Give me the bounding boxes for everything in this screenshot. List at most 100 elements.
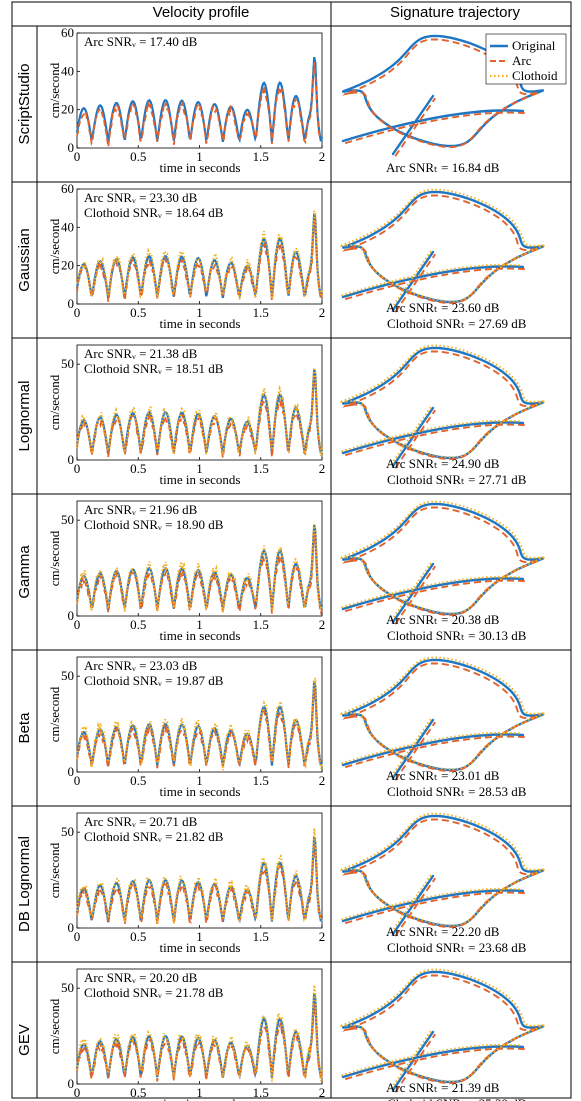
x-axis-label: time in seconds (160, 472, 241, 487)
velocity-snr-annotation: Clothoid SNRᵥ = 21.78 dB (84, 985, 224, 1000)
y-axis-label: cm/second (47, 842, 62, 898)
velocity-snr-annotation: Arc SNRᵥ = 21.38 dB (84, 346, 198, 361)
x-tick-label: 1 (196, 305, 203, 320)
x-tick-label: 0.5 (130, 1085, 146, 1100)
trajectory-snr-annotation: Clothoid SNRₜ = 27.71 dB (387, 472, 527, 487)
x-tick-label: 0.5 (130, 149, 146, 164)
y-tick-label: 50 (61, 668, 74, 683)
trajectory-snr-annotation: Clothoid SNRₜ = 28.53 dB (387, 784, 527, 799)
y-tick-label: 50 (61, 824, 74, 839)
y-tick-label: 0 (68, 296, 75, 311)
series-clothoid-trajectory (339, 968, 547, 1089)
velocity-axes-box (76, 188, 323, 305)
series-clothoid-velocity (76, 210, 323, 300)
y-tick-label: 40 (61, 219, 74, 234)
y-tick-label: 0 (68, 920, 75, 935)
series-arc-velocity (76, 62, 323, 147)
x-tick-label: 0.5 (130, 773, 146, 788)
series-clothoid-trajectory (339, 812, 547, 933)
trajectory-snr-annotation: Arc SNRₜ = 23.60 dB (386, 300, 500, 315)
x-tick-label: 0 (74, 617, 81, 632)
row-lognormal: Lognormal 0 0.5 1 1.5 2 0 50 time in seconds cm/s… (16, 344, 547, 487)
trajectory-snr-annotation: Clothoid SNRₜ = 27.69 dB (387, 316, 527, 331)
y-axis-label: cm/second (47, 530, 62, 586)
x-tick-label: 1 (196, 149, 203, 164)
velocity-axes-box (76, 968, 323, 1085)
x-tick-label: 0 (74, 1085, 81, 1100)
y-tick-label: 0 (68, 1076, 75, 1091)
x-tick-label: 0.5 (130, 929, 146, 944)
series-clothoid-velocity (76, 828, 323, 925)
row-label: Gaussian (16, 228, 33, 291)
series-clothoid-velocity (76, 984, 323, 1082)
x-tick-label: 0 (74, 929, 81, 944)
x-tick-label: 0 (74, 149, 81, 164)
velocity-snr-annotation: Arc SNRᵥ = 20.20 dB (84, 970, 198, 985)
series-clothoid-trajectory (339, 656, 547, 777)
x-tick-label: 2 (319, 929, 326, 944)
row-label: DB Lognormal (16, 836, 33, 932)
velocity-axes-box (76, 32, 323, 149)
series-clothoid-velocity (76, 677, 323, 771)
velocity-plot: 0 0.5 1 1.5 2 0 50 time in seconds cm/second Arc … (47, 500, 326, 643)
x-axis-label: time in seconds (160, 316, 241, 331)
x-tick-label: 0.5 (130, 461, 146, 476)
velocity-snr-annotation: Clothoid SNRᵥ = 18.64 dB (84, 205, 224, 220)
x-tick-label: 1 (196, 1085, 203, 1100)
series-arc-trajectory (342, 194, 543, 313)
velocity-snr-annotation: Arc SNRᵥ = 20.71 dB (84, 814, 198, 829)
series-clothoid-trajectory (339, 344, 547, 465)
x-axis-label: time in seconds (160, 1096, 241, 1101)
table-border (11, 1, 572, 1099)
series-arc-trajectory (342, 506, 543, 625)
y-tick-label: 50 (61, 356, 74, 371)
velocity-snr-annotation: Clothoid SNRᵥ = 19.87 dB (84, 673, 224, 688)
velocity-snr-annotation: Arc SNRᵥ = 23.30 dB (84, 190, 198, 205)
header-velocity-profile: Velocity profile (153, 4, 250, 21)
row-gev: GEV 0 0.5 1 1.5 2 0 50 time in seconds cm/second A… (16, 968, 547, 1101)
x-tick-label: 1 (196, 617, 203, 632)
table-grid (11, 1, 572, 1099)
y-tick-label: 60 (61, 181, 74, 196)
velocity-snr-annotation: Clothoid SNRᵥ = 18.90 dB (84, 517, 224, 532)
row-gamma: Gamma 0 0.5 1 1.5 2 0 50 time in seconds cm/secon… (16, 500, 547, 643)
x-tick-label: 2 (319, 617, 326, 632)
series-arc-velocity (76, 219, 323, 302)
series-arc-velocity (76, 843, 323, 925)
velocity-axes-box (76, 656, 323, 773)
velocity-snr-annotation: Arc SNRᵥ = 17.40 dB (84, 34, 198, 49)
x-tick-label: 1.5 (253, 1085, 269, 1100)
x-tick-label: 0 (74, 461, 81, 476)
velocity-snr-annotation: Arc SNRᵥ = 23.03 dB (84, 658, 198, 673)
y-axis-label: cm/second (47, 218, 62, 274)
row-label: ScriptStudio (16, 64, 33, 145)
x-tick-label: 1 (196, 461, 203, 476)
trajectory-snr-annotation: Arc SNRₜ = 21.39 dB (386, 1080, 500, 1095)
row-label: Gamma (16, 545, 33, 599)
x-tick-label: 0.5 (130, 305, 146, 320)
y-axis-label: cm/second (47, 374, 62, 430)
x-tick-label: 1.5 (253, 305, 269, 320)
trajectory-snr-annotation: Arc SNRₜ = 16.84 dB (386, 160, 500, 175)
y-tick-label: 0 (68, 140, 75, 155)
trajectory-plot: Arc SNRₜ = 16.84 dB (341, 34, 544, 175)
series-original-trajectory (341, 502, 544, 624)
series-arc-trajectory (342, 38, 543, 157)
trajectory-snr-annotation: Arc SNRₜ = 20.38 dB (386, 612, 500, 627)
series-original-trajectory (341, 814, 544, 936)
series-clothoid-velocity (76, 367, 323, 457)
legend-label-original: Original (512, 38, 556, 53)
y-tick-label: 50 (61, 512, 74, 527)
series-original-trajectory (341, 970, 544, 1092)
legend-label-arc: Arc (512, 53, 532, 68)
legend-label-clothoid: Clothoid (512, 68, 558, 83)
x-tick-label: 2 (319, 305, 326, 320)
series-arc-trajectory (342, 350, 543, 469)
